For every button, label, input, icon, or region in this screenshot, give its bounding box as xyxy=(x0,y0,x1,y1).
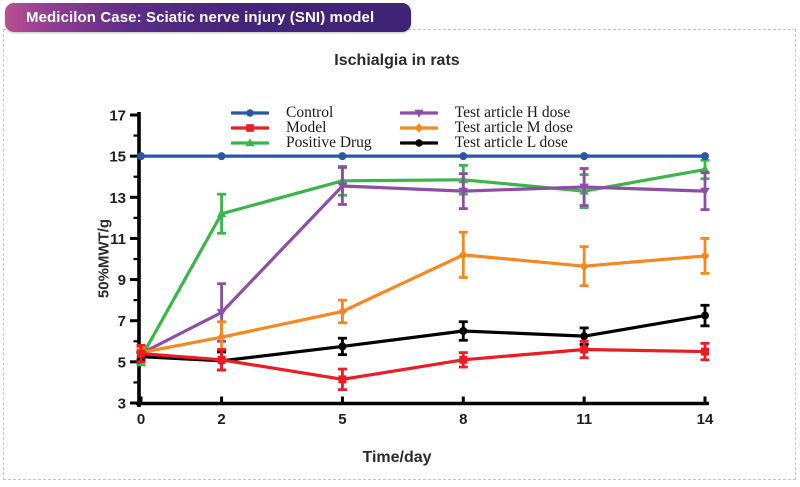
legend-item: Positive Drug xyxy=(231,135,372,150)
legend-label: Test article L dose xyxy=(454,134,568,151)
marker-triangle-down xyxy=(579,183,589,192)
x-axis-label: Time/day xyxy=(362,449,432,466)
x-tick-label: 2 xyxy=(217,411,225,428)
marker-square xyxy=(580,345,589,354)
legend-label: Control xyxy=(286,104,334,121)
y-tick-label: 3 xyxy=(118,396,126,413)
marker-circle xyxy=(217,152,226,161)
x-tick-label: 14 xyxy=(697,411,714,428)
legend-item: Test article L dose xyxy=(399,134,573,151)
marker-circle xyxy=(338,342,347,351)
y-tick-label: 13 xyxy=(109,190,126,207)
series-line xyxy=(139,253,707,355)
marker-triangle-up xyxy=(700,164,710,173)
marker-triangle-down xyxy=(216,309,227,318)
y-tick-label: 17 xyxy=(109,108,126,125)
marker-circle xyxy=(137,152,145,161)
marker-circle xyxy=(580,332,589,341)
y-tick-label: 7 xyxy=(118,313,126,330)
y-axis-label: 50%MWT/g xyxy=(95,218,113,299)
marker-square xyxy=(459,355,468,364)
legend-item: Control xyxy=(231,105,372,120)
legend-label: Positive Drug xyxy=(286,134,372,151)
marker-square xyxy=(137,349,145,358)
chart-legend: Control Model Positive Drug Test article H… xyxy=(231,105,573,150)
marker-circle xyxy=(580,152,589,161)
marker-diamond xyxy=(458,249,468,260)
legend-label: Test article H dose xyxy=(454,104,571,121)
marker-diamond xyxy=(217,332,226,343)
marker-circle xyxy=(459,327,468,335)
marker-triangle-down xyxy=(458,187,469,197)
marker-circle xyxy=(701,152,709,161)
marker-square xyxy=(217,355,226,364)
marker-square xyxy=(338,375,347,384)
legend-sample-circle-icon xyxy=(231,108,269,117)
legend-sample-diamond-icon xyxy=(399,122,438,133)
marker-diamond xyxy=(579,261,589,272)
legend-column-1: Control Model Positive Drug xyxy=(231,105,372,150)
legend-sample-square-icon xyxy=(231,123,269,132)
marker-circle xyxy=(459,152,468,161)
legend-label: Test article M dose xyxy=(454,119,573,136)
y-tick-label: 9 xyxy=(118,272,126,289)
marker-circle xyxy=(338,152,347,161)
x-tick-label: 5 xyxy=(338,411,346,428)
y-tick-label: 11 xyxy=(110,231,126,248)
marker-diamond xyxy=(338,306,347,317)
series-line xyxy=(139,184,707,356)
y-tick-label: 15 xyxy=(109,149,126,166)
marker-diamond xyxy=(700,250,710,261)
legend-column-2: Test article H dose Test article M dose Te… xyxy=(399,104,573,151)
chart-title: Ischialgia in rats xyxy=(334,52,460,69)
marker-triangle-down xyxy=(337,182,348,191)
series-line xyxy=(139,347,707,381)
legend-label: Model xyxy=(286,119,327,136)
legend-sample-circle-icon xyxy=(399,138,438,147)
x-tick-label: 8 xyxy=(459,411,467,428)
marker-triangle-up xyxy=(216,208,227,218)
legend-sample-triangle-down-icon xyxy=(399,109,438,118)
legend-sample-triangle-up-icon xyxy=(231,137,269,146)
x-tick-label: 11 xyxy=(576,411,592,428)
marker-triangle-down xyxy=(700,187,710,197)
legend-item: Test article M dose xyxy=(399,119,573,136)
marker-square xyxy=(701,347,709,356)
legend-item: Test article H dose xyxy=(399,104,573,121)
case-banner: Medicilon Case: Sciatic nerve injury (SN… xyxy=(5,3,411,32)
legend-item: Model xyxy=(231,120,372,135)
y-tick-label: 5 xyxy=(118,354,126,371)
marker-circle xyxy=(701,311,709,320)
x-tick-label: 0 xyxy=(137,411,145,428)
